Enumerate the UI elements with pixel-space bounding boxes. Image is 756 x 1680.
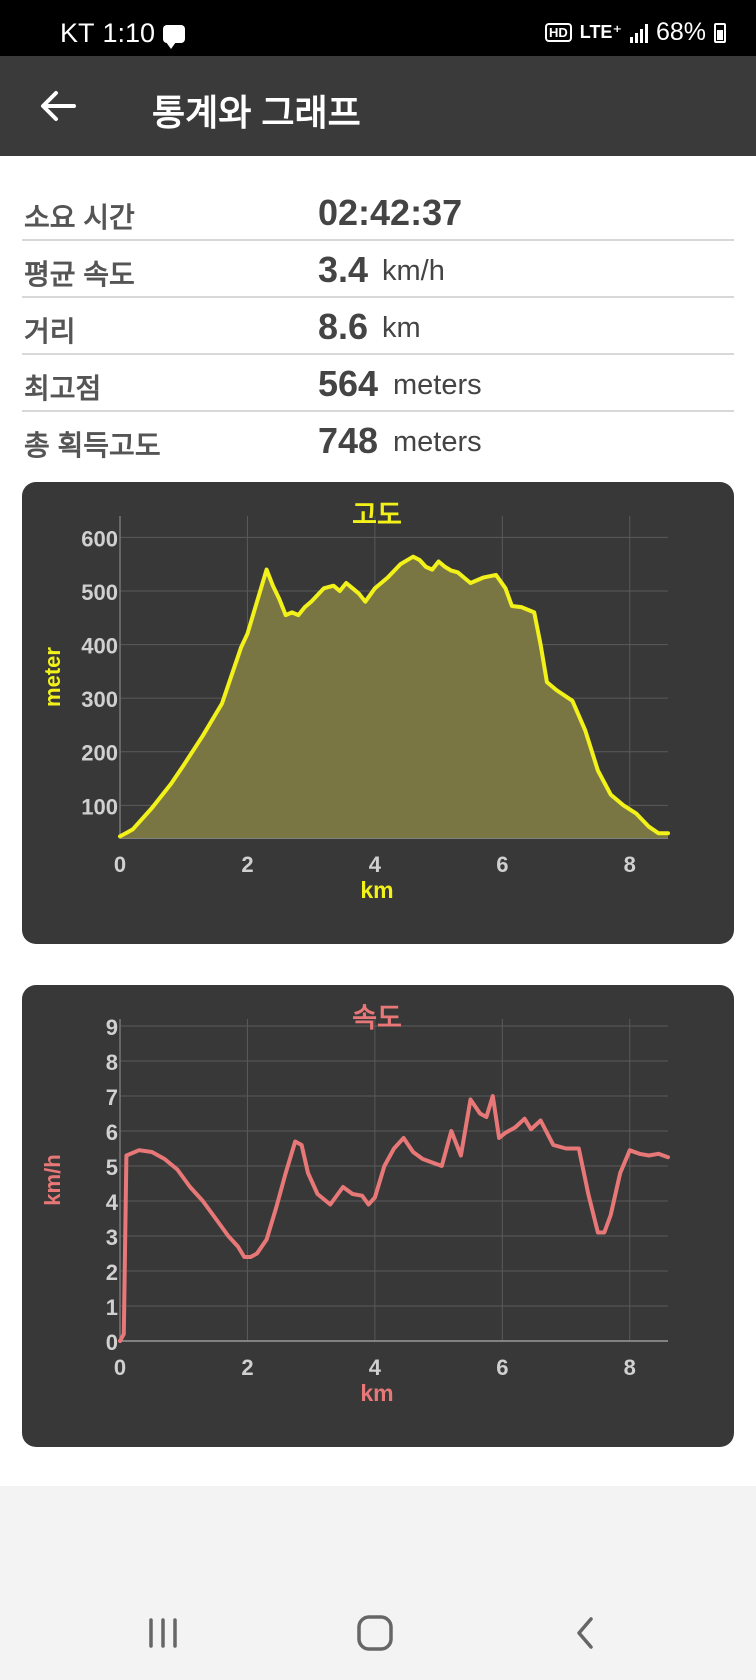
x-tick-label: 0 [114, 852, 126, 877]
stat-label: 총 획득고도 [24, 430, 161, 461]
speed-chart: 0 1 2 3 4 5 6 7 8 9 0 2 4 6 8 속도 km km/h [40, 1003, 670, 1406]
chart-title: 속도 [352, 1003, 402, 1033]
x-tick-label: 8 [624, 1355, 636, 1380]
speed-line [118, 1094, 670, 1343]
arrow-left-icon [41, 91, 76, 121]
stat-label: 소요 시간 [24, 202, 135, 233]
stat-row-distance: 거리 8.6 km [22, 298, 734, 355]
clock: 1:10 [102, 18, 156, 48]
system-nav-bar [0, 1580, 756, 1680]
stat-value: 748 [318, 420, 379, 461]
hd-voice-icon: HD [545, 23, 572, 42]
y-tick-label: 8 [106, 1050, 118, 1075]
home-icon [357, 1615, 393, 1651]
y-tick-label: 0 [106, 1330, 118, 1355]
y-tick-label: 600 [81, 526, 118, 551]
y-tick-label: 3 [106, 1225, 118, 1250]
page-title: 통계와 그래프 [152, 92, 361, 133]
x-tick-label: 2 [241, 1355, 253, 1380]
y-tick-label: 300 [81, 687, 118, 712]
x-axis-label: km [360, 1380, 393, 1406]
status-left: KT 1:10 [60, 18, 186, 49]
x-tick-label: 8 [624, 852, 636, 877]
stat-unit: km/h [382, 255, 445, 287]
y-tick-label: 7 [106, 1085, 118, 1110]
x-tick-label: 4 [369, 1355, 382, 1380]
stat-row-duration: 소요 시간 02:42:37 [22, 184, 734, 241]
chart-title: 고도 [352, 500, 402, 530]
stat-label: 최고점 [24, 373, 102, 404]
y-tick-label: 400 [81, 634, 118, 659]
y-tick-label: 4 [106, 1190, 119, 1215]
stat-row-max-elevation: 최고점 564 meters [22, 355, 734, 412]
stat-unit: meters [393, 369, 482, 401]
recents-icon [149, 1618, 177, 1648]
message-notification-icon [163, 24, 186, 49]
y-tick-label: 6 [106, 1120, 118, 1145]
back-icon [577, 1617, 593, 1649]
nav-back-button[interactable] [556, 1608, 616, 1658]
y-tick-label: 200 [81, 741, 118, 766]
back-button[interactable] [30, 82, 86, 130]
app-bar: 통계와 그래프 [0, 56, 756, 156]
stat-unit: km [382, 312, 421, 344]
recents-button[interactable] [133, 1608, 193, 1658]
y-tick-label: 9 [106, 1015, 118, 1040]
stat-value: 564 [318, 363, 379, 404]
stat-label: 거리 [24, 316, 76, 347]
stat-value: 3.4 [318, 249, 369, 290]
home-button[interactable] [345, 1608, 405, 1658]
carrier-label: KT [60, 18, 95, 48]
status-right: HD LTE⁺ 68% [545, 18, 726, 47]
battery-icon [714, 22, 726, 43]
x-axis-label: km [360, 877, 393, 903]
status-bar: KT 1:10 HD LTE⁺ 68% [0, 0, 756, 56]
elevation-area [120, 556, 668, 838]
speed-chart-card: 0 1 2 3 4 5 6 7 8 9 0 2 4 6 8 속도 km km/h [22, 985, 734, 1447]
y-axis-label: meter [40, 647, 65, 707]
elevation-line [118, 554, 670, 839]
x-tick-label: 0 [114, 1355, 126, 1380]
stat-value: 02:42:37 [318, 192, 463, 233]
x-tick-label: 6 [496, 1355, 508, 1380]
signal-icon [629, 23, 648, 43]
x-tick-label: 4 [369, 852, 382, 877]
y-tick-label: 2 [106, 1260, 118, 1285]
elevation-chart: 100 200 300 400 500 600 0 2 4 6 8 고도 km meter [40, 500, 670, 903]
x-tick-label: 2 [241, 852, 253, 877]
stat-row-avg-speed: 평균 속도 3.4 km/h [22, 241, 734, 298]
stat-row-total-ascent: 총 획득고도 748 meters [22, 412, 734, 469]
stats-content: 소요 시간 02:42:37 평균 속도 3.4 km/h 거리 8.6 km … [0, 156, 756, 1486]
battery-percent: 68% [655, 18, 706, 46]
stat-value: 8.6 [318, 306, 369, 347]
stat-label: 평균 속도 [24, 259, 135, 290]
elevation-chart-card: 100 200 300 400 500 600 0 2 4 6 8 고도 km meter [22, 482, 734, 944]
y-tick-label: 500 [81, 580, 118, 605]
y-axis-label: km/h [40, 1154, 65, 1205]
network-type: LTE⁺ [579, 22, 622, 42]
y-tick-label: 100 [81, 794, 118, 819]
x-tick-label: 6 [496, 852, 508, 877]
y-tick-label: 1 [106, 1295, 118, 1320]
y-tick-label: 5 [106, 1155, 118, 1180]
stat-unit: meters [393, 426, 482, 458]
stats-table: 소요 시간 02:42:37 평균 속도 3.4 km/h 거리 8.6 km … [22, 184, 734, 469]
